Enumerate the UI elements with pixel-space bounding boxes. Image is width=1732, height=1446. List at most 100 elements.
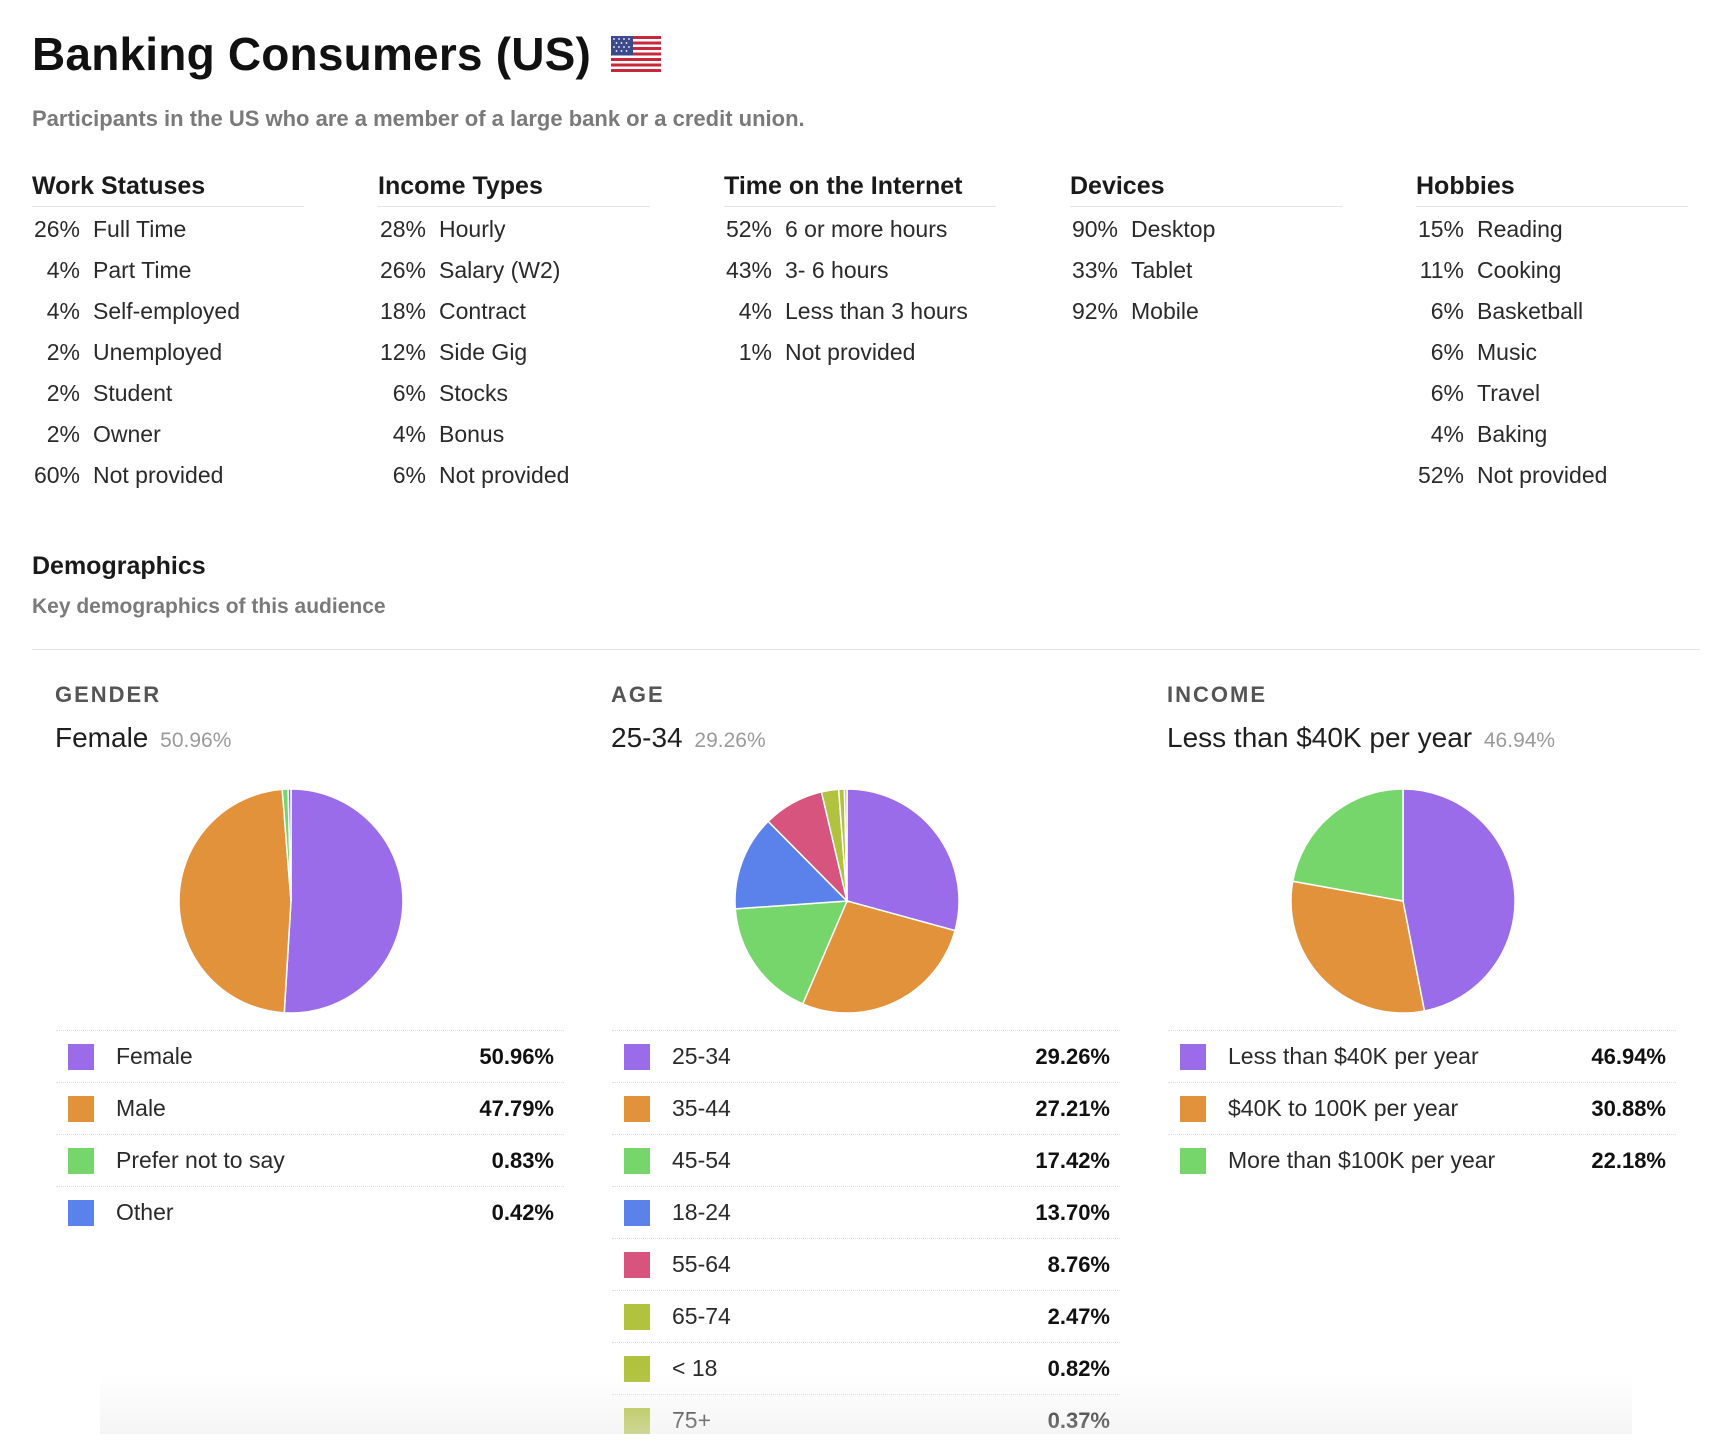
pie-slice-35-44[interactable] [801, 900, 956, 1014]
pie-slice-female[interactable] [283, 788, 404, 1014]
legend-swatch [624, 1251, 650, 1278]
pie-slice-male[interactable] [178, 788, 292, 1014]
page-title: Banking Consumers (US) [32, 28, 592, 80]
stat-label: Travel [1477, 380, 1541, 406]
income-panel: INCOME Less than $40K per year 46.94% Le… [1144, 682, 1676, 1174]
legend-swatch [1180, 1043, 1206, 1070]
legend-row-prefer-not-to-say: Prefer not to say 0.83% [56, 1134, 564, 1186]
legend-swatch [624, 1303, 650, 1330]
stat-label: Side Gig [439, 339, 528, 365]
stat-label: 6 or more hours [785, 216, 948, 242]
stat-row: 92% Mobile [1070, 291, 1342, 332]
pie-slice-45-54[interactable] [734, 900, 849, 1005]
stat-pct: 15% [1417, 216, 1464, 242]
stat-label: Not provided [1477, 462, 1608, 488]
stat-label: Not provided [785, 339, 916, 365]
stat-pct: 33% [1071, 257, 1118, 283]
demographics-subtitle: Key demographics of this audience [32, 595, 386, 618]
legend-row-other: Other 0.42% [56, 1186, 564, 1238]
stat-row: 4% Self-employed [32, 291, 304, 332]
pie-chart-wrap [1144, 786, 1652, 1016]
stat-pct: 4% [392, 421, 426, 447]
pie-slice-40k-to-100k-per-year[interactable] [1290, 880, 1426, 1014]
legend-value: 29.26% [1035, 1043, 1110, 1069]
pie-slice-less-than-40k-per-year[interactable] [1402, 788, 1516, 1012]
pie-slice-more-than-100k-per-year[interactable] [1291, 788, 1404, 902]
stat-row: 43% 3- 6 hours [724, 250, 996, 291]
legend-label: Male [116, 1095, 166, 1121]
stat-row: 2% Unemployed [32, 332, 304, 373]
legend-row-35-44: 35-44 27.21% [612, 1082, 1120, 1134]
stat-pct: 52% [1417, 462, 1464, 488]
page-subtitle: Participants in the US who are a member … [32, 106, 805, 131]
chart-legend: Less than $40K per year 46.94% $40K to 100… [1168, 1030, 1676, 1186]
stat-pct: 2% [46, 421, 80, 447]
stat-label: Owner [93, 421, 161, 447]
stat-label: Bonus [439, 421, 505, 447]
audience-page: Banking Consumers (US) Parti [32, 22, 1700, 1434]
stat-column-devices: Devices 90% Desktop 33% Tablet 92% Mobile [1070, 172, 1342, 332]
top-pct: 29.26% [694, 729, 766, 752]
legend-swatch [624, 1095, 650, 1122]
pie-slice-25-34[interactable] [846, 788, 960, 932]
legend-label: 55-64 [672, 1251, 731, 1277]
stat-pct: 6% [1430, 380, 1464, 406]
legend-value: 2.47% [1047, 1303, 1110, 1329]
top-label: 25-34 [611, 722, 683, 753]
stat-pct: 4% [1430, 421, 1464, 447]
panel-top-value: Less than $40K per year 46.94% [1144, 722, 1652, 754]
stat-row: 6% Stocks [378, 373, 650, 414]
pie-slice-75[interactable] [843, 788, 848, 902]
stat-row: 1% Not provided [724, 332, 996, 373]
legend-row-45-54: 45-54 17.42% [612, 1134, 1120, 1186]
stat-label: Mobile [1131, 298, 1199, 324]
us-flag-icon [611, 36, 662, 72]
top-pct: 46.94% [1483, 729, 1556, 752]
stat-row: 6% Music [1416, 332, 1688, 373]
stat-label: Part Time [93, 257, 192, 283]
panel-heading: INCOME [1167, 682, 1267, 707]
legend-label: 35-44 [672, 1095, 731, 1121]
pie-slice-other[interactable] [287, 788, 292, 902]
stat-row: 26% Salary (W2) [378, 250, 650, 291]
stat-pct: 6% [392, 462, 426, 488]
legend-value: 47.79% [479, 1095, 554, 1121]
pie-chart-wrap [588, 786, 1096, 1016]
legend-value: 0.42% [491, 1199, 554, 1225]
panel-top-value: Female 50.96% [32, 722, 540, 754]
legend-label: Other [116, 1199, 174, 1225]
stat-column-title: Income Types [378, 172, 650, 207]
stat-pct: 6% [392, 380, 426, 406]
stat-pct: 2% [46, 380, 80, 406]
stat-row: 4% Bonus [378, 414, 650, 455]
stat-label: Reading [1477, 216, 1563, 242]
legend-value: 0.83% [491, 1147, 554, 1173]
panel-heading: AGE [611, 682, 665, 707]
stat-row: 28% Hourly [378, 209, 650, 250]
legend-row-55-64: 55-64 8.76% [612, 1238, 1120, 1290]
legend-swatch [624, 1147, 650, 1174]
stat-pct: 90% [1071, 216, 1118, 242]
legend-swatch [624, 1199, 650, 1226]
stat-column-work-statuses: Work Statuses 26% Full Time 4% Part Time 4… [32, 172, 304, 496]
stat-label: Music [1477, 339, 1538, 365]
pie-slice-18-24[interactable] [734, 820, 849, 910]
bottom-fade [100, 1374, 1632, 1434]
legend-value: 17.42% [1035, 1147, 1110, 1173]
legend-swatch [68, 1043, 94, 1070]
stat-pct: 52% [725, 216, 772, 242]
stat-label: 3- 6 hours [785, 257, 889, 283]
panel-heading: GENDER [55, 682, 162, 707]
legend-value: 13.70% [1035, 1199, 1110, 1225]
stat-row: 52% 6 or more hours [724, 209, 996, 250]
stat-label: Student [93, 380, 173, 406]
legend-label: 65-74 [672, 1303, 731, 1329]
stat-row: 4% Less than 3 hours [724, 291, 996, 332]
pie-chart-wrap [32, 786, 540, 1016]
stat-label: Less than 3 hours [785, 298, 968, 324]
stat-label: Not provided [93, 462, 224, 488]
stat-row: 18% Contract [378, 291, 650, 332]
stat-column-title: Hobbies [1416, 172, 1688, 207]
stat-label: Hourly [439, 216, 506, 242]
legend-label: More than $100K per year [1228, 1147, 1496, 1173]
